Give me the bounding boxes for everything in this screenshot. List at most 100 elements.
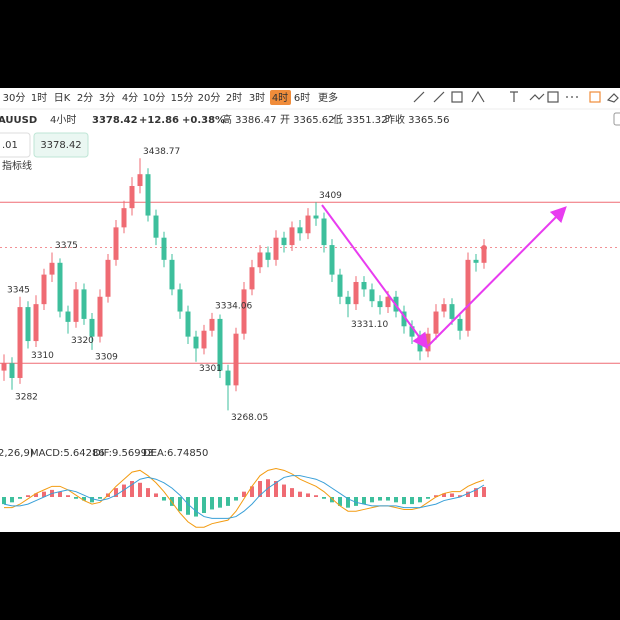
candle-body [265,252,271,260]
interval-tab[interactable]: 6时 [294,92,310,104]
candle-body [321,218,327,246]
macd-bar [114,488,118,497]
macd-bar [234,497,238,501]
macd-bar [362,497,366,505]
macd-bar [402,497,406,505]
candle-body [97,296,103,337]
macd-bar [34,493,38,497]
macd-bar [290,488,294,497]
price-input: 3378.42 [40,140,81,151]
macd-bar [58,491,62,497]
interval-tab[interactable]: 4分 [122,92,138,104]
macd-bar [434,495,438,497]
candle-body [449,304,455,319]
candle-body [17,307,23,378]
macd-bar [186,497,190,515]
candle-body [1,363,7,371]
drawing-tools[interactable] [413,90,619,103]
candle-body [473,259,479,263]
candle-body [465,259,471,331]
dea-line [3,475,485,519]
macd-bar [274,481,278,497]
interval-tab[interactable]: 1时 [31,92,47,104]
quote-open: 开 3365.62 [280,115,335,126]
candle-body [225,370,231,386]
macd-bar [282,484,286,497]
macd-bar [130,481,134,497]
macd-bar [178,497,182,512]
interval-tab[interactable]: 日K [54,93,71,104]
macd-bar [18,497,22,499]
candle-body [129,186,135,209]
candle-body [73,289,79,322]
qty-box[interactable] [0,132,31,158]
interval-tab[interactable]: 4时 [272,92,288,104]
dif-line [4,468,485,528]
candle-body [9,363,15,378]
quote-period: 4小时 [50,114,76,126]
quote-price: 3378.42 [92,115,138,126]
candle-body [457,318,463,331]
interval-tab[interactable]: 30分 [3,92,26,104]
candle-body [185,311,191,337]
interval-tab[interactable]: 2时 [226,92,242,104]
interval-tab[interactable]: 3分 [99,92,115,104]
interval-tab[interactable]: 3时 [249,92,265,104]
qty-value: .01 [2,140,18,151]
extreme-price-label: 3409 [319,191,342,201]
macd-bar [474,488,478,497]
candle-body [353,281,359,305]
candle-body [57,262,63,312]
candle-body [121,208,127,228]
candle-body [313,215,319,219]
candle-body [481,248,487,263]
macd-bar [450,493,454,497]
candle-body [49,262,55,275]
active-tab-bg [270,90,291,105]
price-box[interactable] [33,132,89,158]
macd-bar [122,484,126,497]
macd-bar [2,497,6,505]
candle-body [209,318,215,331]
extreme-price-label: 3268.05 [231,413,268,423]
candle-body [377,301,383,308]
extreme-price-label: 3438.77 [143,147,180,157]
extreme-price-label: 3331.10 [351,320,388,330]
macd-bar [346,497,350,508]
macd-params: 2,26,9) [0,448,34,459]
macd-bar [194,497,198,517]
macd-bar [26,495,30,497]
macd-bar [162,497,166,501]
quote-symbol: AUUSD [0,115,37,126]
interval-tab[interactable]: 20分 [198,92,221,104]
interval-tab[interactable]: 2分 [77,92,93,104]
macd-bar [210,497,214,510]
candle-body [217,318,223,371]
interval-tab[interactable]: 15分 [171,92,194,104]
macd-bar [322,497,326,499]
candle-body [337,274,343,297]
candle-body [113,227,119,260]
extreme-price-label: 3310 [31,351,54,361]
macd-bar [298,491,302,497]
candle-body [401,311,407,327]
macd-bar [10,497,14,503]
candle-body [105,259,111,297]
extreme-price-label: 3375 [55,241,78,251]
macd-bar [82,497,86,501]
lock-icon[interactable] [613,112,620,126]
macd-bar [66,495,70,497]
candle-body [41,274,47,305]
candle-body [425,333,431,352]
macd-bar [394,497,398,503]
macd-bar [146,488,150,497]
interval-tab[interactable]: 10分 [143,92,166,104]
extreme-price-label: 3309 [95,352,118,362]
more-menu[interactable]: 更多 [318,91,338,104]
macd-bar [90,497,94,503]
macd-bar [314,495,318,497]
candle-body [329,245,335,275]
candle-body [297,227,303,234]
macd-bar [258,481,262,497]
